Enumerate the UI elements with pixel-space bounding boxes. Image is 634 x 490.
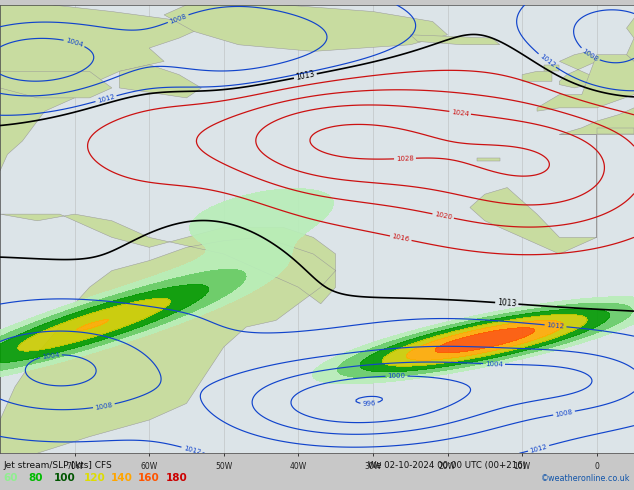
- Text: 1000: 1000: [387, 373, 406, 379]
- Text: 1024: 1024: [451, 109, 469, 117]
- Text: 140: 140: [111, 473, 133, 483]
- Polygon shape: [559, 108, 634, 134]
- Polygon shape: [545, 65, 559, 72]
- Polygon shape: [597, 128, 634, 134]
- Polygon shape: [559, 51, 597, 88]
- Text: Jet stream/SLP [kts] CFS: Jet stream/SLP [kts] CFS: [3, 462, 112, 470]
- Polygon shape: [0, 5, 202, 171]
- Text: 1008: 1008: [555, 409, 573, 417]
- Text: 1004: 1004: [42, 351, 60, 360]
- Text: 1008: 1008: [581, 48, 599, 62]
- Polygon shape: [477, 158, 500, 161]
- Text: 1012: 1012: [538, 53, 556, 69]
- Text: 160: 160: [138, 473, 160, 483]
- Polygon shape: [119, 65, 202, 98]
- Text: 1012: 1012: [183, 445, 202, 455]
- Polygon shape: [522, 72, 552, 81]
- Text: 1012: 1012: [529, 443, 548, 454]
- Polygon shape: [0, 214, 335, 453]
- Text: 60: 60: [3, 473, 18, 483]
- Polygon shape: [164, 5, 448, 51]
- Text: 996: 996: [362, 400, 376, 407]
- Polygon shape: [410, 35, 500, 45]
- Text: 80: 80: [29, 473, 43, 483]
- Polygon shape: [537, 55, 634, 111]
- Text: 100: 100: [54, 473, 75, 483]
- Text: 1004: 1004: [65, 37, 84, 48]
- Text: 1013: 1013: [295, 70, 316, 82]
- Text: ©weatheronline.co.uk: ©weatheronline.co.uk: [541, 474, 631, 483]
- Text: 1013: 1013: [497, 298, 517, 309]
- Text: 1012: 1012: [547, 322, 565, 330]
- Text: 1004: 1004: [485, 361, 503, 367]
- Polygon shape: [626, 18, 634, 61]
- Text: 1008: 1008: [94, 401, 113, 411]
- Text: 1012: 1012: [96, 94, 115, 104]
- Text: 1020: 1020: [434, 211, 453, 221]
- Text: 1028: 1028: [396, 155, 414, 162]
- Text: 1016: 1016: [391, 233, 410, 243]
- Text: 120: 120: [84, 473, 105, 483]
- Text: 180: 180: [166, 473, 188, 483]
- Polygon shape: [470, 134, 597, 254]
- Text: 1008: 1008: [169, 13, 188, 24]
- Polygon shape: [0, 72, 112, 98]
- Text: We 02-10-2024 00:00 UTC (00+216): We 02-10-2024 00:00 UTC (00+216): [368, 462, 526, 470]
